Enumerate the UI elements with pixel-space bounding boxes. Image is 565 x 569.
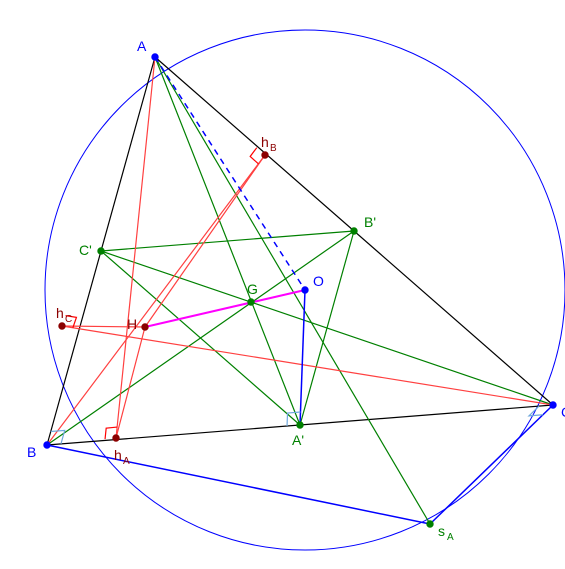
segment-C-sA — [430, 405, 553, 524]
right-angle-mark-hB — [250, 148, 258, 164]
segment-B-sA — [47, 445, 430, 524]
label-A: A — [137, 38, 147, 54]
point-hA — [113, 435, 119, 441]
segment-B-hB — [47, 155, 265, 445]
point-Cp — [98, 248, 104, 254]
label-Cp: C' — [79, 242, 92, 258]
point-hB — [262, 152, 268, 158]
point-O — [302, 287, 308, 293]
point-H — [142, 324, 148, 330]
point-Bp — [351, 228, 357, 234]
label-hC: h — [56, 305, 64, 321]
label-C: C — [561, 404, 565, 420]
segment-H-hA — [116, 327, 145, 438]
segment-Bp-Cp — [101, 231, 354, 251]
segment-A-O — [155, 57, 305, 290]
label-hC-sub: C — [65, 314, 72, 325]
point-A — [152, 54, 158, 60]
point-B — [44, 442, 50, 448]
label-H: H — [127, 316, 137, 332]
label-sA: s — [438, 523, 445, 539]
label-B: B — [27, 444, 36, 460]
label-hA: h — [114, 447, 122, 463]
segment-Cp-Ap — [101, 251, 300, 425]
geometry-diagram: ABCA'B'C'GHOhAhBhCsA — [0, 0, 565, 569]
label-hB: h — [261, 134, 269, 150]
point-C — [550, 402, 556, 408]
label-Ap: A' — [292, 432, 304, 448]
label-O: O — [313, 273, 324, 289]
label-G: G — [247, 281, 258, 297]
segment-A-sA — [155, 57, 430, 524]
segment-Ap-Bp — [300, 231, 354, 425]
point-sA — [427, 521, 433, 527]
segment-C-hC — [62, 326, 553, 405]
right-angle-mark-C — [529, 406, 543, 416]
label-Bp: B' — [364, 214, 376, 230]
label-sA-sub: A — [447, 532, 454, 543]
segment-O-Ap — [300, 290, 305, 425]
label-hB-sub: B — [270, 143, 277, 154]
point-Ap — [297, 422, 303, 428]
label-hA-sub: A — [123, 456, 130, 467]
point-G — [248, 299, 254, 305]
